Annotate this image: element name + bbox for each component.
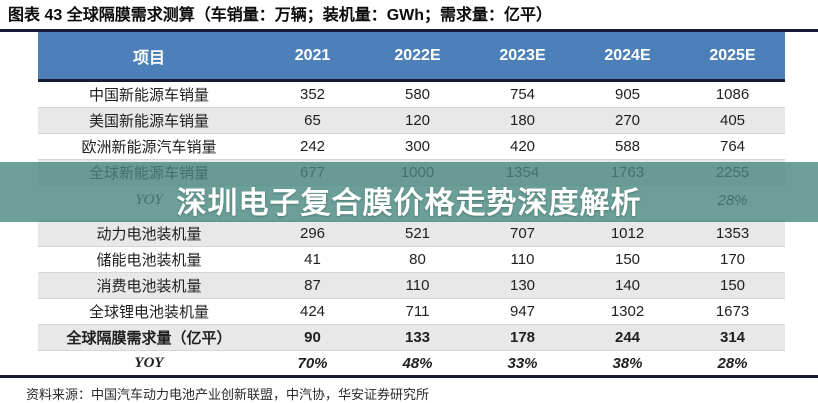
table-row: 全球新能源车销量 677 1000 1354 1763 2255 [38,160,785,186]
table-cell: 314 [719,329,746,346]
table-cell: 87 [304,277,321,294]
table-cell: 90 [304,329,321,346]
column-header: 2021 [294,46,331,64]
table-cell: 1000 [400,164,435,181]
table-cell: 754 [509,86,536,103]
table-row: 全球锂电池装机量 424 711 947 1302 1673 [38,299,785,325]
figure-title: 图表 43 全球隔膜需求测算（车销量：万辆；装机量：GWh；需求量：亿平） [8,7,553,24]
table-row: YOY 70% 48% 33% 38% 28% [38,351,785,375]
table-row: 全球隔膜需求量（亿平） 90 133 178 244 314 [38,325,785,351]
table-cell: 1354 [505,164,540,181]
table-cell: 244 [614,329,641,346]
table-cell: 48% [402,354,433,372]
table-row: YOY 28% [38,186,785,221]
row-label: 消费电池装机量 [96,279,202,295]
table-cell: 1012 [610,225,645,242]
table-row: 消费电池装机量 87 110 130 140 150 [38,273,785,299]
table-row: 中国新能源车销量 352 580 754 905 1086 [38,82,785,108]
table-cell: 28% [717,354,748,372]
row-label: 全球隔膜需求量（亿平） [66,331,232,347]
table-cell: 178 [509,329,536,346]
table-cell: 1673 [715,303,750,320]
table-cell: 764 [719,138,746,155]
table-cell: 70% [297,354,328,372]
row-label: 全球新能源车销量 [88,166,209,182]
table-cell: 140 [614,277,641,294]
table-cell: 677 [299,164,326,181]
table-cell: 707 [509,225,536,242]
table-cell: 947 [509,303,536,320]
table-cell: 1763 [610,164,645,181]
table-cell: 580 [404,86,431,103]
row-label: 中国新能源车销量 [88,88,209,104]
table-cell: 110 [405,277,430,294]
table-cell: 110 [510,251,535,268]
table-cell: 120 [404,112,431,129]
row-label: YOY [135,192,163,208]
table-cell: 1086 [715,86,750,103]
column-header: 项目 [132,49,165,67]
source-note: 资料来源：中国汽车动力电池产业创新联盟，中汽协，华安证券研究所 [26,387,430,402]
table-row: 欧洲新能源汽车销量 242 300 420 588 764 [38,134,785,160]
table-cell: 38% [612,354,643,372]
table-cell: 80 [409,251,426,268]
table-cell: 521 [404,225,431,242]
table-cell: 2255 [715,164,750,181]
top-rule [0,29,818,32]
table-row: 动力电池装机量 296 521 707 1012 1353 [38,221,785,247]
bottom-rule [0,375,818,378]
table-cell: 65 [304,112,321,129]
row-label: 全球锂电池装机量 [88,305,209,321]
table-cell: 270 [614,112,641,129]
table-cell: 133 [404,329,431,346]
table-cell: 905 [614,86,641,103]
table-cell: 150 [719,277,746,294]
table-cell: 242 [299,138,326,155]
table-cell: 424 [299,303,326,320]
table-cell: 28% [717,192,748,209]
column-header: 2025E [709,46,756,64]
table-row: 储能电池装机量 41 80 110 150 170 [38,247,785,273]
column-header: 2024E [604,46,651,64]
table-cell: 41 [304,251,321,268]
table-cell: 1353 [715,225,750,242]
table-cell: 405 [719,112,746,129]
table-cell: 352 [299,86,326,103]
table-cell: 711 [405,303,430,320]
table-cell: 296 [299,225,326,242]
data-table: 项目 2021 2022E 2023E 2024E 2025E 中国新能源车销量 352 58… [38,32,785,375]
table-body: 中国新能源车销量 352 580 754 905 1086 美国新能源车销量 65 120 180… [38,82,785,375]
row-label: 动力电池装机量 [96,227,202,243]
table-cell: 300 [404,138,431,155]
table-cell: 1302 [610,303,645,320]
table-cell: 588 [614,138,641,155]
row-label: YOY [134,354,164,371]
table-cell: 420 [509,138,536,155]
row-label: 美国新能源车销量 [88,114,209,130]
table-cell: 130 [509,277,536,294]
row-label: 欧洲新能源汽车销量 [81,140,217,156]
column-header: 2022E [394,46,441,64]
table-cell: 180 [509,112,536,129]
table-cell: 170 [719,251,746,268]
table-cell: 33% [507,354,538,372]
table-cell: 150 [614,251,641,268]
column-header: 2023E [499,46,546,64]
table-row: 美国新能源车销量 65 120 180 270 405 [38,108,785,134]
row-label: 储能电池装机量 [96,253,202,269]
table-header-row: 项目 2021 2022E 2023E 2024E 2025E [38,32,785,82]
